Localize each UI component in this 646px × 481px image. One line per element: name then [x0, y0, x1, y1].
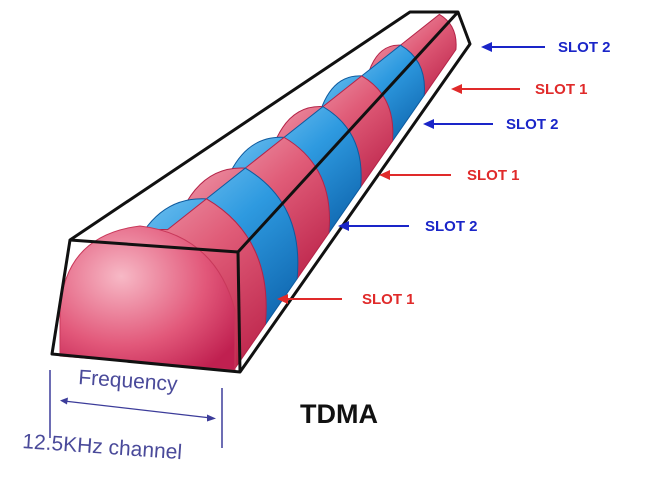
channel-front-face [59, 225, 236, 371]
slot-arrow-head [379, 170, 390, 180]
slot-arrow-head [277, 294, 288, 304]
slot2-label: SLOT 2 [425, 218, 478, 235]
slot1-label: SLOT 1 [362, 291, 415, 308]
slot1-label: SLOT 1 [535, 81, 588, 98]
channel-wireframe-box [50, 10, 472, 374]
slot-arrow-head [423, 119, 434, 129]
frequency-label: Frequency [78, 366, 179, 396]
diagram-title: TDMA [300, 399, 378, 429]
slot-arrow-head [338, 221, 349, 231]
slot-arrows: SLOT 2 SLOT 1 SLOT 2 SLOT 1 SLOT 2 SLOT 1 [277, 39, 611, 308]
frequency-annotation: Frequency 12.5KHz channel [22, 366, 223, 464]
slot2-label: SLOT 2 [558, 39, 611, 56]
slot-arrow-head [481, 42, 492, 52]
slot1-label: SLOT 1 [467, 167, 520, 184]
channel-width-label: 12.5KHz channel [22, 430, 183, 464]
slot2-label: SLOT 2 [506, 116, 559, 133]
slot-arrow-head [451, 84, 462, 94]
